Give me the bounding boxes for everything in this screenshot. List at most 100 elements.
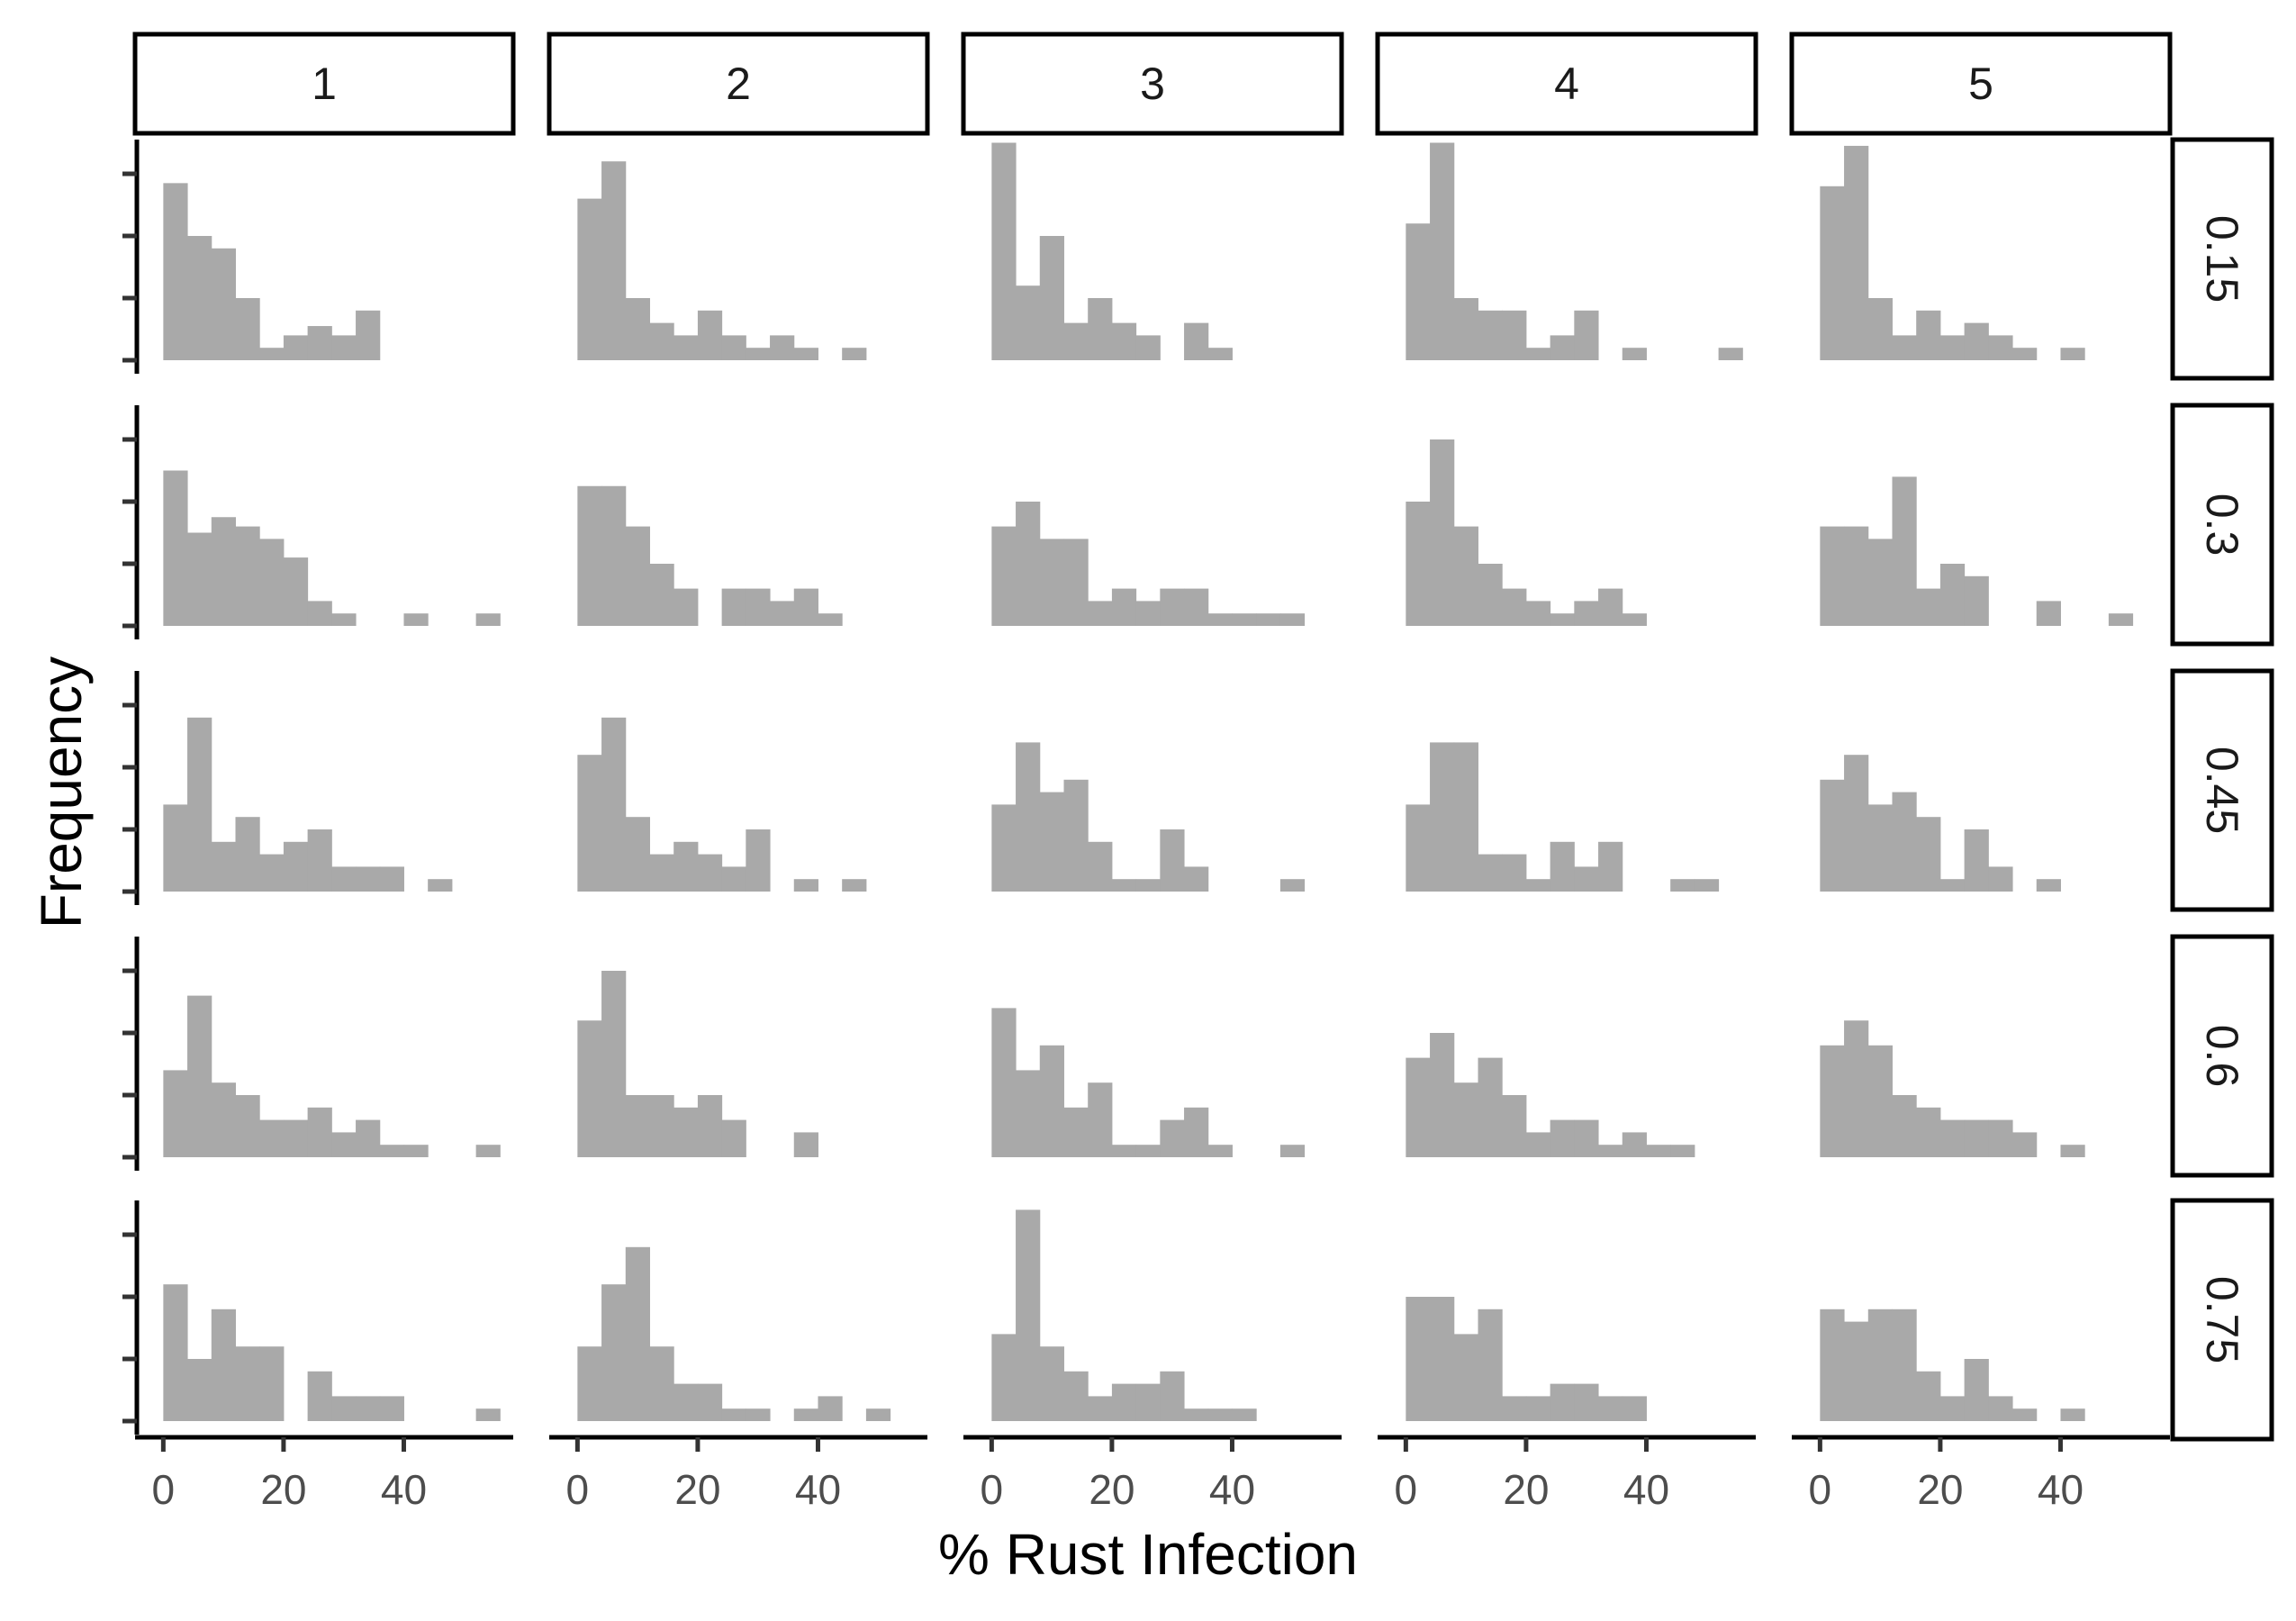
histogram-bar [649,564,674,626]
histogram-bar [356,866,381,892]
histogram-bar [235,1346,260,1421]
histogram-bar [1088,298,1113,360]
histogram-bar [475,613,501,626]
histogram-bar [2012,1132,2038,1157]
histogram-bar [721,866,746,892]
histogram-bar [1135,601,1161,626]
histogram-bar [1063,322,1089,360]
histogram-bar [1478,564,1503,626]
x-tick-label: 40 [795,1466,841,1513]
panel-0.45-4 [1406,742,1720,892]
histogram-bar [187,717,212,892]
histogram-bar [1135,879,1161,892]
panel-0.15-1 [163,183,381,360]
histogram-bar [793,348,818,360]
histogram-bar [1892,476,1917,626]
histogram-bar [163,183,188,360]
histogram-bar [1988,335,2013,360]
panel-0.15-3 [991,142,1233,360]
histogram-bar [793,1408,818,1421]
histogram-bar [673,335,699,360]
x-tick-label: 20 [260,1466,306,1513]
histogram-bar [1988,1396,2013,1421]
histogram-bar [1111,322,1137,360]
histogram-bar [1939,564,1966,626]
x-tick-label: 40 [1209,1466,1255,1513]
histogram-bar [697,1095,723,1157]
histogram-bar [577,1020,602,1157]
histogram-bar [1232,1408,1257,1421]
histogram-bar [1016,1070,1041,1157]
x-tick-label: 20 [1089,1466,1134,1513]
histogram-bar [1820,1045,1845,1157]
histogram-bar [1207,1408,1233,1421]
x-tick-label: 0 [1395,1466,1418,1513]
histogram-bar [307,1371,332,1421]
histogram-bar [1892,335,1917,360]
histogram-bar [163,1284,188,1421]
histogram-bar [1016,742,1041,892]
histogram-bar [746,1408,771,1421]
histogram-bar [625,298,650,360]
histogram-bar [697,854,723,892]
histogram-bar [1406,804,1431,892]
x-tick-label: 0 [1809,1466,1832,1513]
panel-0.75-3 [991,1209,1257,1421]
histogram-bar [1111,1145,1137,1157]
histogram-bar [1622,348,1647,360]
histogram-bar [746,348,771,360]
histogram-bar [1160,1371,1185,1421]
histogram-bar [1964,322,1989,360]
histogram-bar [770,601,795,626]
histogram-bar [1111,879,1137,892]
histogram-bar [1916,1371,1941,1421]
histogram-bar [1988,866,2013,892]
histogram-bar [1525,601,1551,626]
histogram-bar [673,1383,699,1421]
column-facet-strips: 1 2 3 4 5 [132,32,2173,136]
histogram-bar [1964,1119,1989,1157]
row-strip-label: 0.45 [2197,747,2247,834]
histogram-bar [1039,539,1064,626]
histogram-bar [235,817,260,892]
panel-0.75-4 [1406,1297,1647,1421]
histogram-bar [1892,792,1917,892]
col-strip-2 [547,32,930,136]
histogram-bar [331,1396,357,1421]
histogram-bar [697,310,723,360]
histogram-bar [1088,841,1113,892]
x-tick-label: 20 [1917,1466,1963,1513]
histogram-bar [283,557,309,626]
histogram-bar [1502,854,1527,892]
histogram-bar [1430,142,1455,360]
histogram-bar [1820,526,1845,626]
histogram-bar [235,526,260,626]
histogram-bar [1039,236,1064,360]
histogram-bar [625,1095,650,1157]
histogram-bar [1574,866,1599,892]
histogram-bar [1279,879,1306,892]
histogram-bar [331,866,357,892]
histogram-bar [475,1408,501,1421]
histogram-bar [1622,613,1647,626]
x-tick-label: 40 [1623,1466,1669,1513]
histogram-bar [1916,588,1941,626]
histogram-bar [428,879,453,892]
histogram-bar [1063,539,1089,626]
histogram-bar [1964,575,1989,626]
histogram-bar [1844,755,1869,892]
histogram-bar [746,829,771,892]
histogram-bar [1939,335,1966,360]
histogram-bar [187,1359,212,1421]
panel-0.15-5 [1820,145,2085,360]
histogram-bar [1964,829,1989,892]
histogram-bar [1406,502,1431,626]
histogram-bar [403,1145,429,1157]
histogram-bar [746,588,771,626]
panel-0.6-5 [1820,1020,2085,1157]
histogram-bar [991,804,1017,892]
histogram-bar [721,1408,746,1421]
panel-0.75-2 [577,1246,891,1421]
histogram-bar [1039,1045,1064,1157]
